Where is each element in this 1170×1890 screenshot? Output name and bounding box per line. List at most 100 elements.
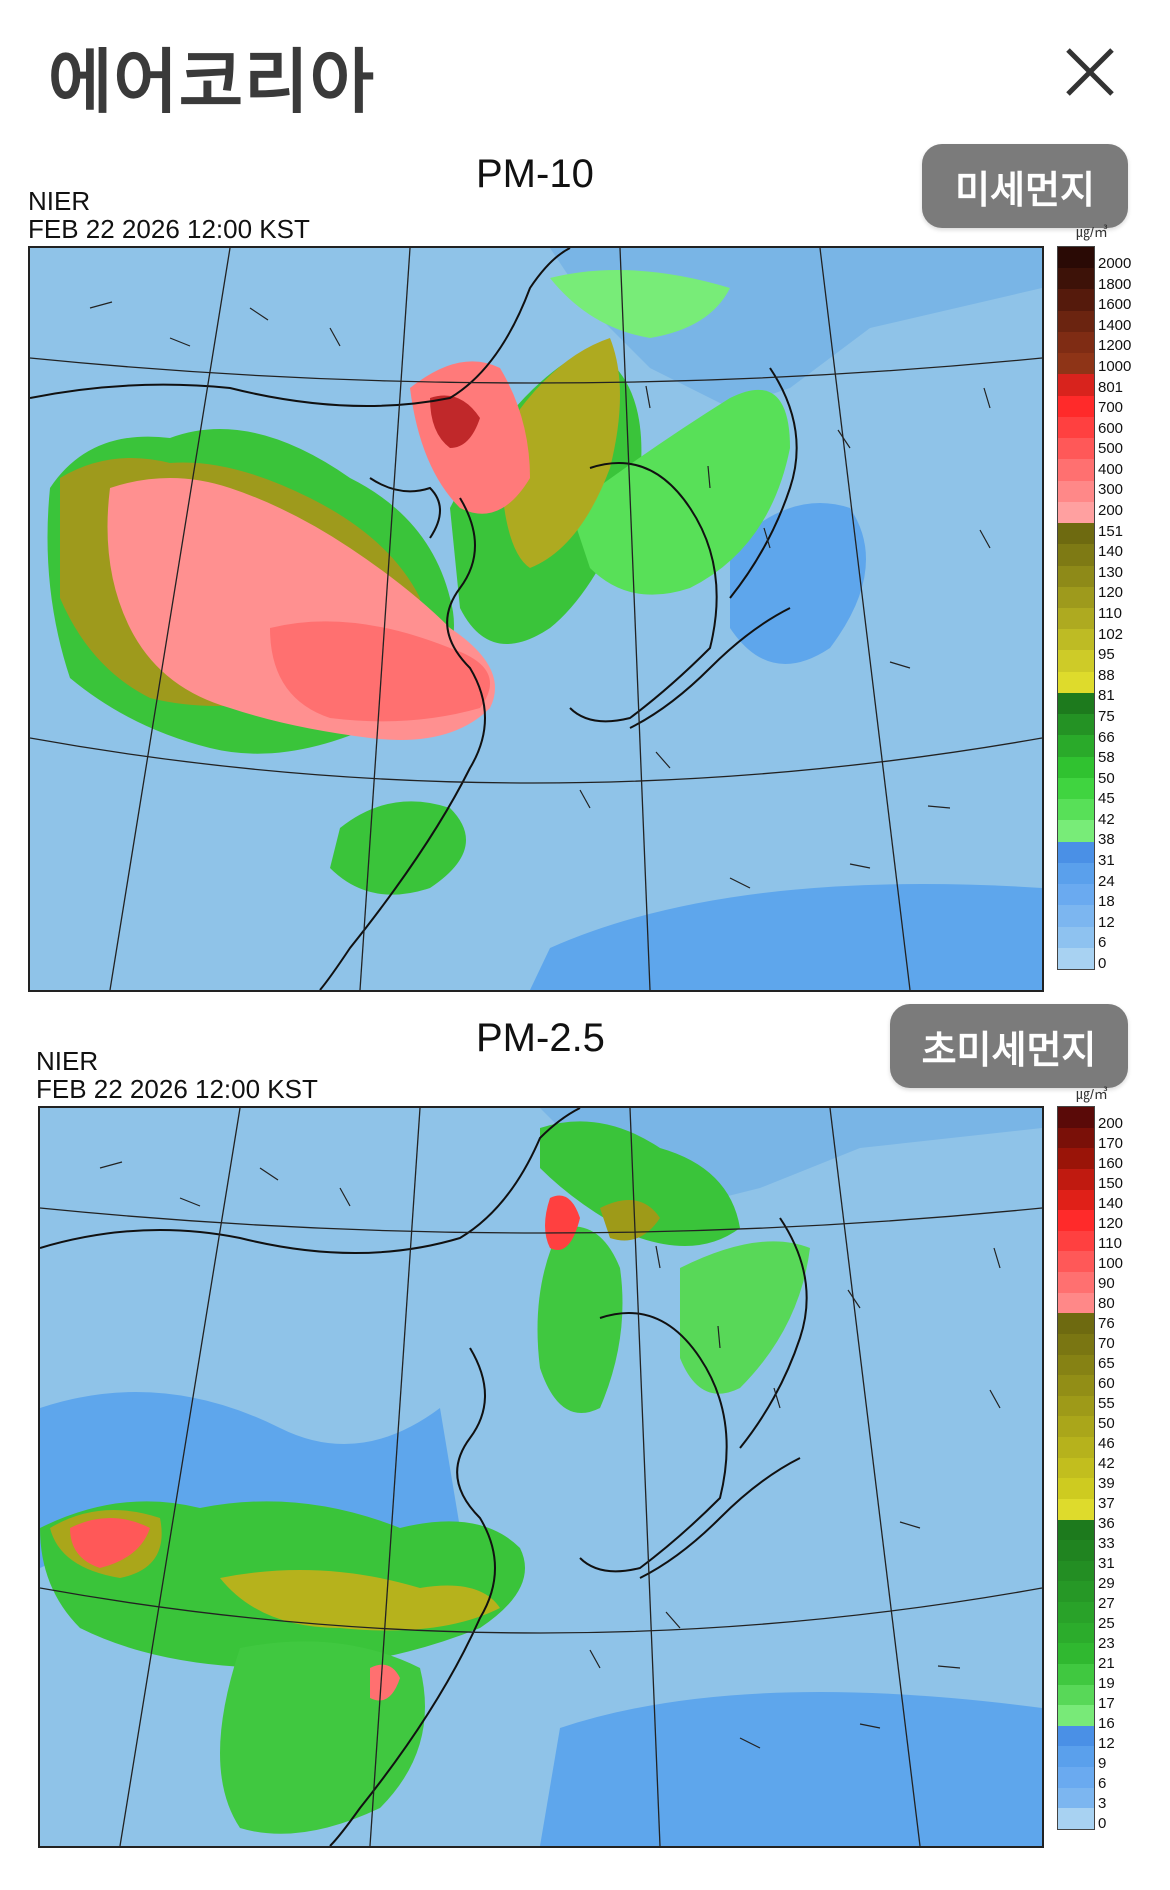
pm10-legend-tick: 18 [1098, 893, 1115, 911]
pm10-legend-ticks: 2000 1800 1600 1400 1200 1000 801 700 600 500 400 3… [1098, 256, 1170, 976]
pm10-colorbar-swatch [1058, 884, 1094, 906]
pm25-legend-tick: 150 [1098, 1175, 1124, 1192]
pm25-colorbar-swatch [1058, 1808, 1094, 1829]
pm25-panel: PM-2.5 NIER FEB 22 2026 12:00 KST 초미세먼지 … [0, 1000, 1170, 1890]
pm10-legend-tick: 400 [1098, 460, 1124, 478]
pm25-colorbar-swatch [1058, 1767, 1094, 1788]
pm10-colorbar-swatch [1058, 416, 1094, 439]
pm10-colorbar-swatch [1058, 353, 1094, 375]
pm25-unit: ㎍/㎥ [1076, 1086, 1108, 1102]
pm25-colorbar-swatch [1058, 1602, 1094, 1623]
pm25-legend-tick: 25 [1098, 1615, 1115, 1632]
pm25-legend-tick: 17 [1098, 1695, 1115, 1712]
pm10-colorbar-swatch [1058, 247, 1094, 269]
pm25-legend-tick: 33 [1098, 1535, 1115, 1552]
pm25-colorbar-swatch [1058, 1251, 1094, 1272]
app-title: 에어코리아 [48, 41, 375, 123]
pm25-colorbar-swatch [1058, 1787, 1094, 1809]
pm25-map [38, 1106, 1044, 1848]
pm25-legend-tick: 55 [1098, 1395, 1115, 1412]
pm25-datetime: FEB 22 2026 12:00 KST [36, 1074, 318, 1104]
pm25-colorbar-swatch [1058, 1437, 1094, 1458]
pm25-colorbar-swatch [1058, 1581, 1094, 1602]
pm10-datetime: FEB 22 2026 12:00 KST [28, 214, 310, 244]
pm10-colorbar-swatch [1058, 841, 1094, 863]
pm10-colorbar-swatch [1058, 777, 1094, 800]
pm10-legend-tick: 151 [1098, 522, 1124, 540]
pm10-legend-tick: 1800 [1098, 275, 1132, 293]
pm25-legend-tick: 70 [1098, 1335, 1115, 1352]
pm10-legend-tick: 6 [1098, 934, 1107, 952]
pm10-colorbar-swatch [1058, 289, 1094, 311]
pm10-legend-tick: 75 [1098, 707, 1115, 725]
pm10-legend-tick: 12 [1098, 913, 1115, 931]
pm10-colorbar-swatch [1058, 565, 1094, 587]
pm10-panel: PM-10 NIER FEB 22 2026 12:00 KST 미세먼지 ㎍/… [28, 144, 1170, 992]
pm25-legend-tick: 21 [1098, 1655, 1115, 1672]
pm25-legend-tick: 110 [1098, 1235, 1122, 1252]
pm25-legend-tick: 16 [1098, 1715, 1115, 1732]
pm25-legend-tick: 65 [1098, 1355, 1115, 1372]
pm10-legend-tick: 42 [1098, 810, 1115, 828]
pm25-legend-tick: 90 [1098, 1275, 1115, 1292]
pm25-colorbar-swatch [1058, 1560, 1094, 1582]
pm25-colorbar-swatch [1058, 1705, 1094, 1726]
pm25-colorbar-swatch [1058, 1684, 1094, 1706]
pm25-colorbar-swatch [1058, 1272, 1094, 1293]
pm10-legend-tick: 700 [1098, 399, 1124, 417]
pm25-legend-tick: 31 [1098, 1555, 1115, 1572]
pm25-legend-tick: 160 [1098, 1155, 1124, 1172]
pm10-colorbar-swatch [1058, 714, 1094, 736]
pm10-legend-tick: 66 [1098, 728, 1115, 746]
pm10-colorbar-swatch [1058, 735, 1094, 757]
pm25-legend-tick: 9 [1098, 1755, 1107, 1772]
pm10-legend-tick: 38 [1098, 831, 1115, 849]
pm10-colorbar-swatch [1058, 799, 1094, 821]
pm25-colorbar-swatch [1058, 1210, 1094, 1231]
pm10-legend-tick: 95 [1098, 646, 1115, 664]
pm10-colorbar-swatch [1058, 268, 1094, 290]
pm25-colorbar-swatch [1058, 1622, 1094, 1644]
pm10-colorbar-swatch [1058, 862, 1094, 885]
pm25-colorbar-swatch [1058, 1746, 1094, 1767]
pm25-colorbar-swatch [1058, 1395, 1094, 1417]
pm25-colorbar-swatch [1058, 1127, 1094, 1149]
pm10-legend-tick: 200 [1098, 502, 1124, 520]
close-icon[interactable] [1060, 42, 1120, 102]
pm10-legend-tick: 1600 [1098, 296, 1132, 314]
pm10-legend-tick: 300 [1098, 481, 1124, 499]
pm10-colorbar-swatch [1058, 480, 1094, 502]
pm10-colorbar-swatch [1058, 438, 1094, 460]
pm10-colorbar-swatch [1058, 756, 1094, 778]
pm25-legend-tick: 60 [1098, 1375, 1115, 1392]
pm25-legend-tick: 100 [1098, 1255, 1124, 1272]
pm10-unit: ㎍/㎥ [1076, 224, 1108, 240]
pm25-colorbar-swatch [1058, 1148, 1094, 1169]
pm10-legend-tick: 31 [1098, 852, 1115, 870]
pm25-legend-tick: 6 [1098, 1775, 1107, 1792]
pm25-agency: NIER [36, 1046, 99, 1076]
pm25-colorbar-swatch [1058, 1168, 1094, 1190]
pm10-colorbar-swatch [1058, 459, 1094, 481]
pm10-colorbar-swatch [1058, 650, 1094, 672]
pm25-colorbar-swatch [1058, 1313, 1094, 1334]
pm10-button[interactable]: 미세먼지 [922, 144, 1128, 228]
pm10-legend-tick: 0 [1098, 955, 1107, 972]
pm25-legend-tick: 170 [1098, 1135, 1124, 1152]
pm25-legend-tick: 29 [1098, 1575, 1115, 1592]
pm25-legend-tick: 0 [1098, 1815, 1107, 1832]
close-button[interactable] [1060, 42, 1120, 102]
pm10-legend-tick: 801 [1098, 378, 1124, 396]
pm25-colorbar [1057, 1106, 1095, 1830]
pm10-colorbar-swatch [1058, 501, 1094, 524]
pm25-colorbar-swatch [1058, 1540, 1094, 1561]
pm25-legend-tick: 39 [1098, 1475, 1115, 1492]
pm25-legend-tick: 42 [1098, 1455, 1115, 1472]
pm25-colorbar-swatch [1058, 1663, 1094, 1685]
pm25-button[interactable]: 초미세먼지 [890, 1004, 1128, 1088]
pm25-colorbar-swatch [1058, 1457, 1094, 1479]
pm10-colorbar-swatch [1058, 395, 1094, 417]
pm10-legend-tick: 45 [1098, 790, 1115, 808]
pm10-colorbar-swatch [1058, 331, 1094, 354]
pm25-colorbar-swatch [1058, 1230, 1094, 1252]
